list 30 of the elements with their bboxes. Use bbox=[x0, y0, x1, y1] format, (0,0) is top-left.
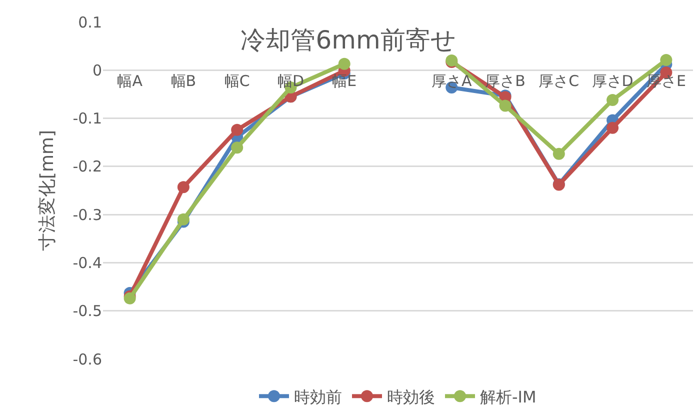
point bbox=[606, 122, 619, 134]
point bbox=[338, 58, 350, 70]
x-tick-label: 厚さC bbox=[538, 72, 580, 90]
x-tick-label: 厚さB bbox=[485, 72, 526, 90]
point bbox=[177, 213, 190, 226]
point bbox=[660, 54, 672, 66]
x-tick-label: 厚さD bbox=[592, 72, 634, 90]
point bbox=[499, 100, 512, 112]
x-tick-label: 幅A bbox=[117, 72, 144, 90]
point bbox=[231, 124, 244, 136]
y-tick-label: 0.1 bbox=[78, 13, 102, 32]
y-axis-title: 寸法変化[mm] bbox=[36, 130, 58, 252]
x-tick-label: 厚さE bbox=[646, 72, 686, 90]
x-tick-label: 幅C bbox=[224, 72, 250, 90]
y-tick-label: -0.5 bbox=[72, 302, 102, 320]
x-tick-label: 幅B bbox=[170, 72, 196, 90]
point bbox=[231, 142, 244, 154]
y-tick-label: -0.2 bbox=[72, 158, 102, 176]
y-tick-label: -0.6 bbox=[72, 350, 102, 368]
point bbox=[177, 181, 190, 194]
point bbox=[552, 148, 565, 160]
y-tick-label: -0.1 bbox=[72, 110, 102, 128]
legend-label: 時効前 bbox=[294, 387, 342, 406]
y-tick-label: -0.4 bbox=[72, 254, 102, 272]
legend-label: 解析-IM bbox=[480, 387, 536, 406]
legend-label: 時効後 bbox=[387, 387, 435, 406]
chart-title: 冷却管6mm前寄せ bbox=[240, 26, 456, 55]
point bbox=[606, 94, 619, 106]
y-tick-label: -0.3 bbox=[72, 206, 102, 224]
y-tick-label: 0 bbox=[92, 61, 102, 80]
